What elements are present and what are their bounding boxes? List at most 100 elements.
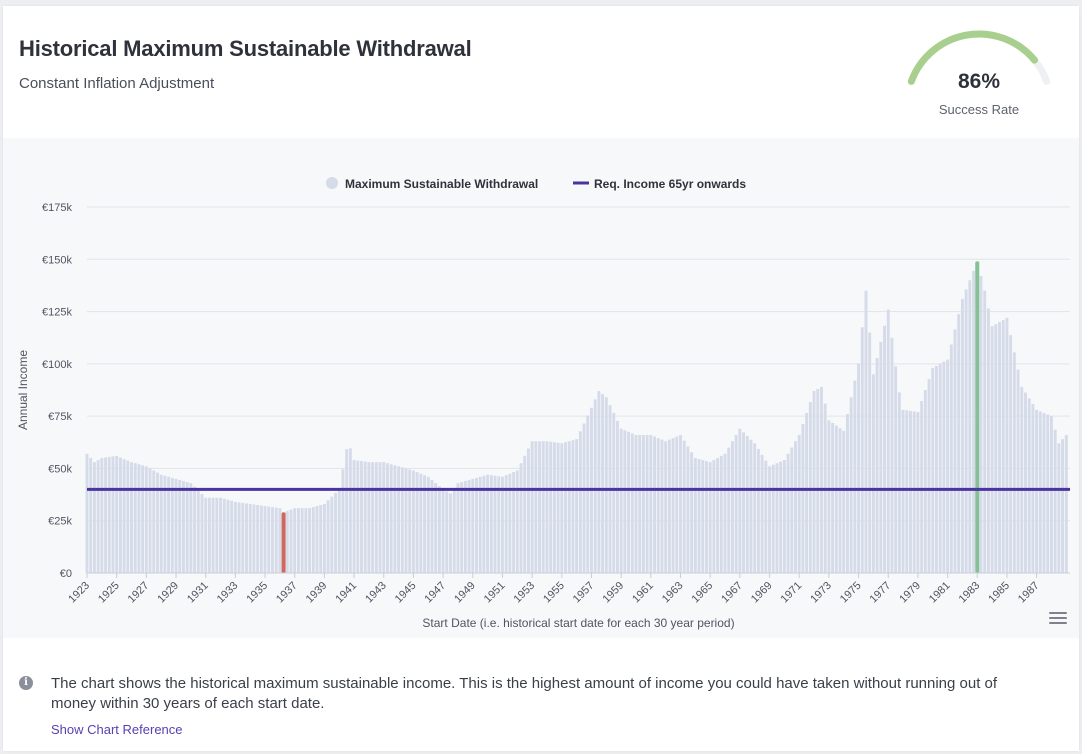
bar bbox=[1061, 439, 1065, 573]
bar bbox=[178, 479, 182, 573]
bar bbox=[586, 415, 590, 573]
bar bbox=[1038, 411, 1042, 573]
bar bbox=[853, 380, 857, 573]
x-tick-label: 1965 bbox=[690, 580, 716, 606]
bar bbox=[222, 498, 226, 573]
bar bbox=[641, 434, 645, 573]
x-tick-label: 1923 bbox=[66, 580, 92, 606]
bar bbox=[426, 476, 430, 573]
bar bbox=[786, 453, 790, 573]
bar bbox=[144, 466, 148, 573]
x-tick-label: 1977 bbox=[868, 580, 894, 606]
x-tick-label: 1987 bbox=[1016, 580, 1042, 606]
bar bbox=[909, 410, 912, 573]
bar bbox=[775, 463, 779, 573]
bar bbox=[949, 344, 953, 573]
bar bbox=[957, 314, 961, 573]
x-tick-label: 1953 bbox=[511, 580, 537, 606]
bar bbox=[519, 463, 523, 573]
bar bbox=[400, 467, 404, 573]
hamburger-menu-icon[interactable] bbox=[1049, 612, 1067, 626]
bar bbox=[645, 434, 649, 573]
bar bbox=[682, 440, 686, 573]
x-tick-label: 1967 bbox=[719, 580, 745, 606]
bar bbox=[137, 464, 141, 573]
bar bbox=[916, 411, 920, 573]
bar bbox=[712, 460, 716, 573]
bar bbox=[100, 457, 104, 573]
bar bbox=[408, 469, 412, 573]
bar bbox=[423, 475, 426, 573]
bar bbox=[526, 448, 530, 573]
bar bbox=[831, 422, 835, 573]
bar bbox=[449, 493, 452, 573]
bar bbox=[552, 442, 556, 573]
bar bbox=[504, 475, 508, 573]
x-tick-label: 1957 bbox=[571, 580, 597, 606]
x-tick-label: 1981 bbox=[927, 580, 953, 606]
bar bbox=[501, 476, 504, 573]
bar bbox=[656, 438, 660, 573]
bar bbox=[200, 494, 204, 573]
bar bbox=[734, 434, 738, 573]
bar bbox=[530, 441, 534, 573]
bar bbox=[567, 441, 571, 573]
bar bbox=[1053, 429, 1057, 573]
bar bbox=[953, 329, 957, 573]
bar bbox=[156, 472, 159, 573]
bar bbox=[256, 505, 260, 573]
bar bbox=[300, 508, 304, 573]
bar bbox=[857, 363, 861, 573]
bar bbox=[593, 399, 597, 573]
bar bbox=[289, 509, 293, 573]
bar bbox=[983, 290, 987, 573]
bar bbox=[842, 430, 846, 573]
bar bbox=[764, 460, 768, 573]
y-tick-label: €75k bbox=[48, 411, 72, 423]
bar bbox=[319, 505, 323, 573]
bar bbox=[89, 457, 93, 573]
bar bbox=[779, 461, 783, 573]
bar bbox=[267, 506, 271, 573]
gauge-arc bbox=[907, 30, 1051, 85]
bar bbox=[760, 454, 764, 573]
bar bbox=[1064, 434, 1068, 573]
x-tick-label: 1975 bbox=[838, 580, 864, 606]
bar bbox=[363, 461, 367, 573]
bar bbox=[801, 423, 805, 573]
bar bbox=[1009, 335, 1013, 573]
bar bbox=[122, 459, 126, 573]
bar bbox=[768, 466, 771, 573]
x-tick-label: 1941 bbox=[333, 580, 359, 606]
bar bbox=[460, 482, 464, 573]
bar bbox=[564, 442, 567, 573]
bar bbox=[708, 462, 712, 573]
x-tick-label: 1939 bbox=[304, 580, 330, 606]
bar bbox=[578, 431, 582, 573]
x-tick-label: 1937 bbox=[274, 580, 300, 606]
bar bbox=[860, 327, 864, 573]
max-bar bbox=[975, 261, 980, 573]
bar bbox=[808, 402, 812, 573]
bar bbox=[556, 442, 560, 573]
bar bbox=[311, 507, 315, 573]
bar bbox=[660, 439, 664, 573]
bar bbox=[482, 475, 486, 573]
bar bbox=[296, 508, 300, 573]
bar bbox=[972, 270, 975, 573]
chart-panel: €0 €25k €50k €75k €100k €125k €150k €175k 1923 19… bbox=[3, 138, 1079, 638]
bar bbox=[920, 400, 924, 573]
bar bbox=[990, 326, 994, 573]
bar bbox=[152, 470, 156, 573]
gauge-fill bbox=[907, 30, 1038, 85]
bar bbox=[998, 322, 1001, 573]
x-tick-label: 1943 bbox=[363, 580, 389, 606]
bar bbox=[538, 441, 541, 573]
bar bbox=[189, 483, 193, 573]
bar bbox=[927, 379, 931, 573]
bar bbox=[671, 438, 675, 573]
bar bbox=[849, 397, 853, 573]
show-chart-reference-link[interactable]: Show Chart Reference bbox=[51, 722, 183, 737]
bar bbox=[111, 456, 115, 573]
x-tick-label: 1945 bbox=[393, 580, 419, 606]
